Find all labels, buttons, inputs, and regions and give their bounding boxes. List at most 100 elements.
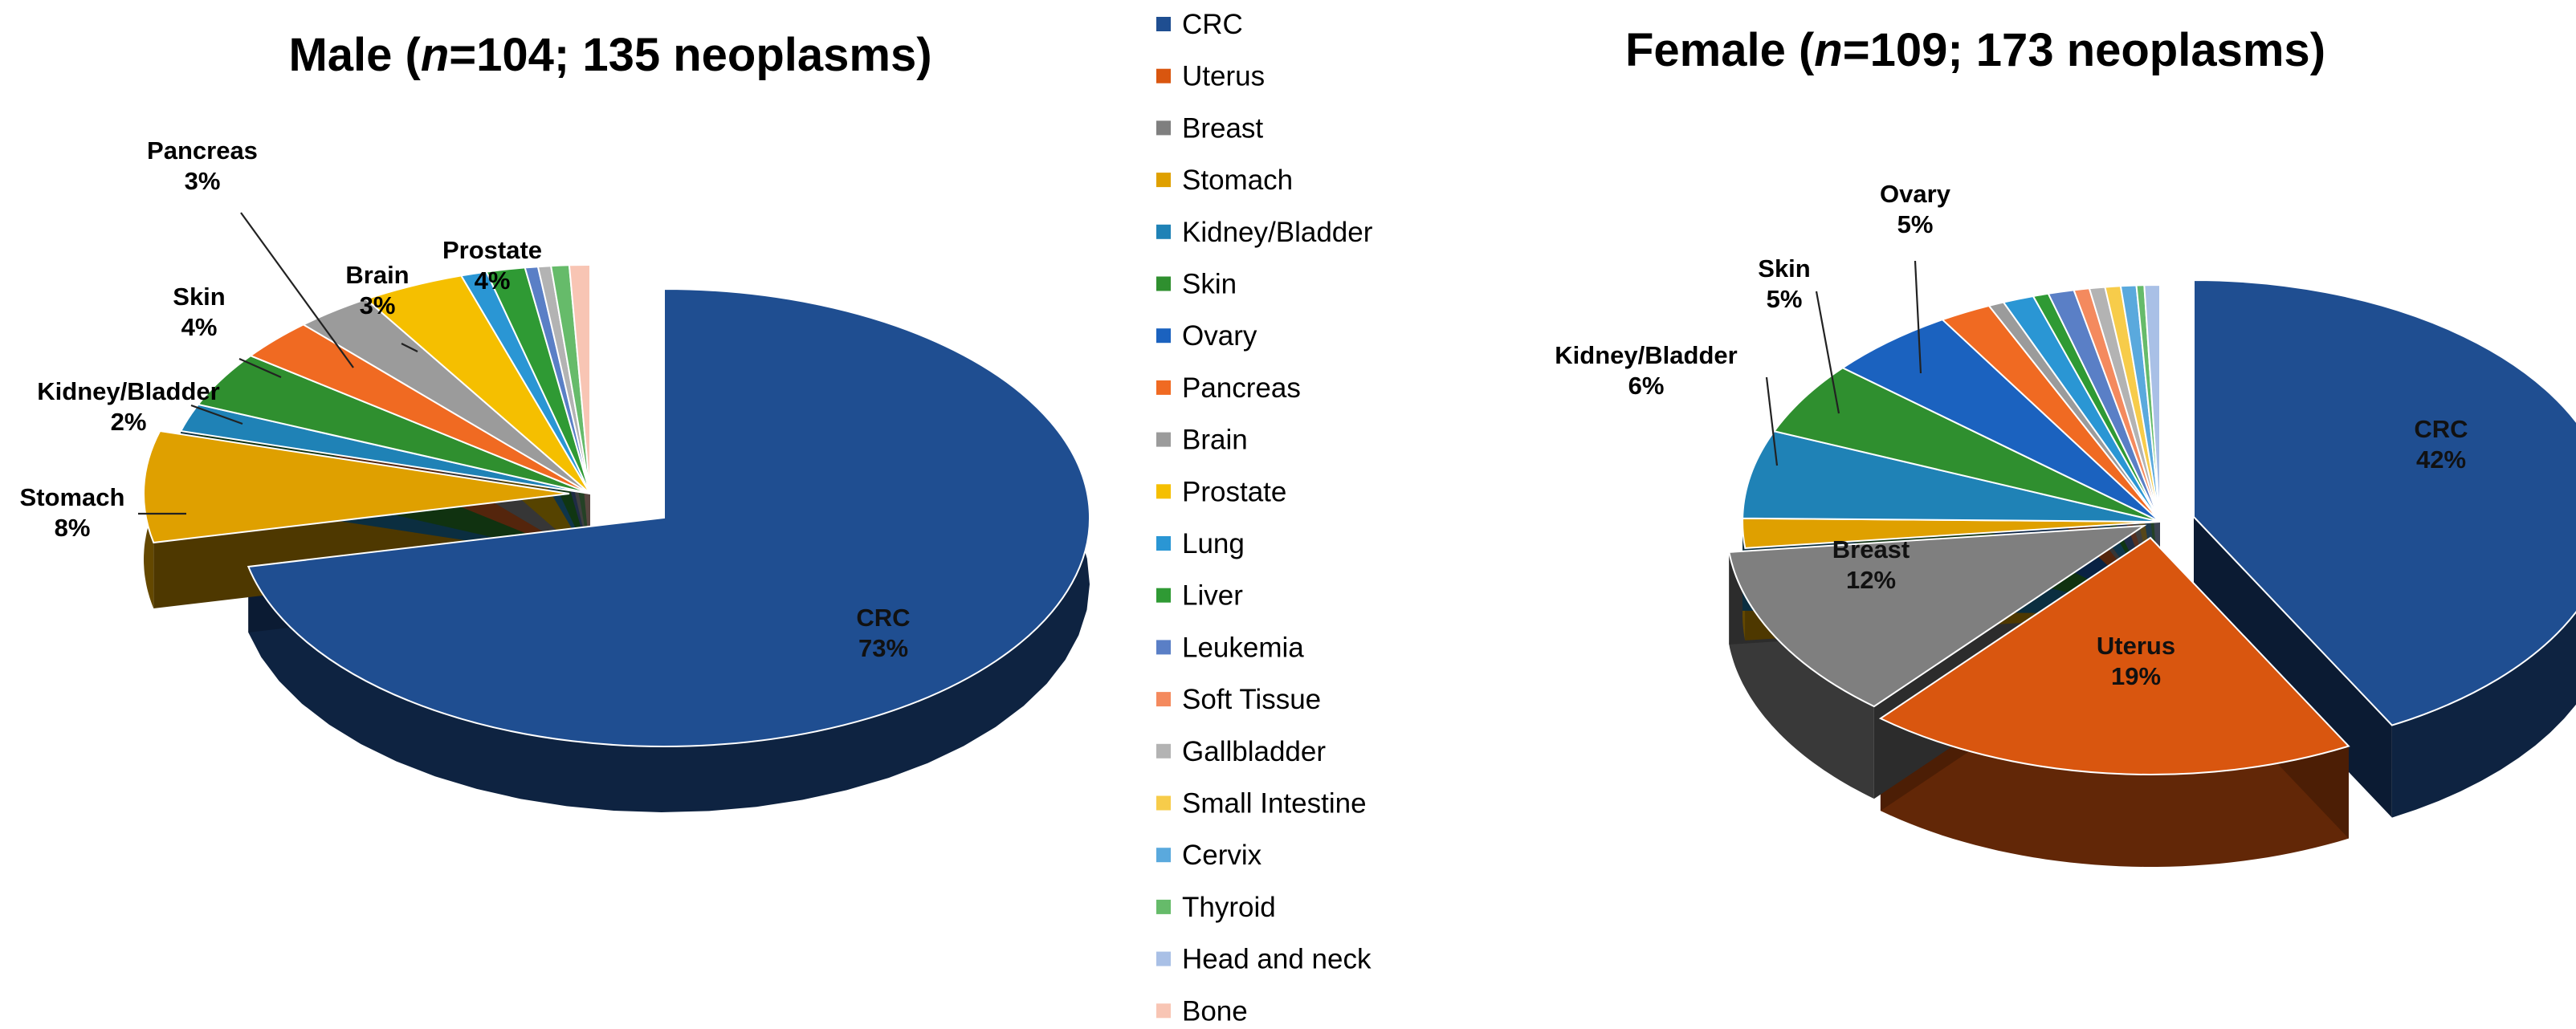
male-label-value-crc: 73%: [858, 634, 908, 662]
male-label-name-skin: Skin: [173, 283, 225, 311]
legend-label-leukemia: Leukemia: [1182, 632, 1304, 663]
male-leader-skin: [238, 357, 282, 379]
female-slice-skin: [1772, 367, 2161, 523]
legend-swatch-small-intestine: [1156, 795, 1171, 811]
legend-swatch-brain: [1156, 432, 1171, 447]
legend-item-leukemia: Leukemia: [1156, 632, 1304, 663]
legend-item-crc: CRC: [1156, 9, 1243, 40]
female-chart-title: Female (n=109; 173 neoplasms): [1625, 24, 2325, 76]
legend-swatch-uterus: [1156, 68, 1171, 83]
legend-item-pancreas: Pancreas: [1156, 372, 1301, 404]
legend-swatch-prostate: [1156, 484, 1171, 499]
legend-item-breast: Breast: [1156, 112, 1263, 144]
female-label-name-crc: CRC: [2414, 415, 2468, 443]
legend-item-brain: Brain: [1156, 425, 1248, 456]
male-label-value-kidney-bladder: 2%: [111, 408, 147, 436]
legend-item-gallbladder: Gallbladder: [1156, 736, 1326, 767]
male-slice-stomach: [143, 429, 570, 544]
legend-item-prostate: Prostate: [1156, 476, 1286, 507]
legend-swatch-gallbladder: [1156, 743, 1171, 759]
legend-swatch-soft-tissue: [1156, 692, 1171, 707]
female-label-name-uterus: Uterus: [2097, 632, 2175, 660]
male-label-stomach: Stomach 8%: [20, 483, 186, 542]
legend-label-kidney-bladder: Kidney/Bladder: [1182, 217, 1373, 248]
legend-label-stomach: Stomach: [1182, 165, 1293, 196]
female-label-name-breast: Breast: [1832, 535, 1910, 563]
female-label-value-ovary: 5%: [1897, 210, 1934, 238]
legend-item-head-and-neck: Head and neck: [1156, 944, 1372, 975]
male-slice-crc: [247, 287, 1090, 747]
legend-item-kidney-bladder: Kidney/Bladder: [1156, 217, 1373, 248]
female-label-name-skin: Skin: [1758, 254, 1810, 283]
legend-swatch-kidney-bladder: [1156, 224, 1171, 239]
legend-item-thyroid: Thyroid: [1156, 892, 1276, 923]
female-pie: [1728, 279, 2576, 867]
male-chart-title: Male (n=104; 135 neoplasms): [288, 29, 931, 81]
legend-swatch-liver: [1156, 588, 1171, 603]
legend-item-skin: Skin: [1156, 269, 1237, 300]
legend: CRC Uterus Breast Stomach Kidney/Bladder Skin…: [1156, 9, 1373, 1027]
legend-label-prostate: Prostate: [1182, 476, 1286, 507]
legend-item-small-intestine: Small Intestine: [1156, 788, 1367, 820]
female-label-kidney-bladder: Kidney/Bladder 6%: [1555, 341, 1779, 466]
legend-label-crc: CRC: [1182, 9, 1243, 40]
legend-label-lung: Lung: [1182, 528, 1245, 559]
legend-item-soft-tissue: Soft Tissue: [1156, 684, 1321, 715]
male-leader-pancreas: [240, 212, 354, 368]
male-slice-bone: [568, 263, 591, 494]
male-label-kidney-bladder: Kidney/Bladder 2%: [37, 377, 243, 436]
legend-swatch-lung: [1156, 536, 1171, 551]
legend-label-gallbladder: Gallbladder: [1182, 736, 1326, 767]
female-label-value-breast: 12%: [1846, 566, 1896, 594]
female-label-breast: Breast 12%: [1832, 535, 1910, 594]
legend-label-breast: Breast: [1182, 112, 1263, 144]
female-slice-ovary: [1840, 319, 2161, 523]
legend-swatch-head-and-neck: [1156, 951, 1171, 966]
female-slice-crc: [2193, 279, 2576, 726]
legend-label-ovary: Ovary: [1182, 320, 1257, 352]
legend-label-small-intestine: Small Intestine: [1182, 788, 1367, 820]
legend-swatch-breast: [1156, 120, 1171, 136]
legend-item-cervix: Cervix: [1156, 840, 1262, 871]
male-label-value-skin: 4%: [181, 313, 218, 341]
male-pie: [143, 263, 1090, 812]
legend-label-liver: Liver: [1182, 580, 1243, 612]
female-label-name-ovary: Ovary: [1880, 180, 1951, 208]
legend-swatch-bone: [1156, 1003, 1171, 1019]
female-label-value-crc: 42%: [2416, 445, 2466, 474]
legend-label-pancreas: Pancreas: [1182, 372, 1301, 404]
male-slice-labels: CRC73%Stomach8%Kidney/Bladder2%Skin4%Pan…: [20, 136, 911, 662]
male-label-name-prostate: Prostate: [442, 236, 542, 264]
male-label-name-brain: Brain: [345, 261, 409, 289]
legend-item-lung: Lung: [1156, 528, 1245, 559]
male-label-value-brain: 3%: [360, 291, 396, 319]
legend-swatch-skin: [1156, 276, 1171, 291]
female-slice-breast: [1728, 524, 2147, 708]
female-label-value-uterus: 19%: [2111, 662, 2161, 690]
legend-swatch-stomach: [1156, 173, 1171, 188]
legend-label-cervix: Cervix: [1182, 840, 1262, 871]
legend-item-bone: Bone: [1156, 995, 1248, 1027]
legend-label-uterus: Uterus: [1182, 61, 1265, 92]
legend-label-thyroid: Thyroid: [1182, 892, 1276, 923]
female-leader-ovary: [1914, 260, 1922, 374]
legend-item-stomach: Stomach: [1156, 165, 1293, 196]
legend-swatch-thyroid: [1156, 899, 1171, 914]
legend-swatch-pancreas: [1156, 380, 1171, 395]
legend-label-soft-tissue: Soft Tissue: [1182, 684, 1321, 715]
female-leader-kidney-bladder: [1765, 376, 1779, 466]
female-slice-uterus: [1878, 536, 2350, 775]
male-leader-kidney-bladder: [190, 404, 243, 425]
male-label-value-pancreas: 3%: [185, 167, 221, 195]
male-leader-brain: [401, 343, 418, 352]
female-slice-head-and-neck: [2143, 283, 2161, 523]
